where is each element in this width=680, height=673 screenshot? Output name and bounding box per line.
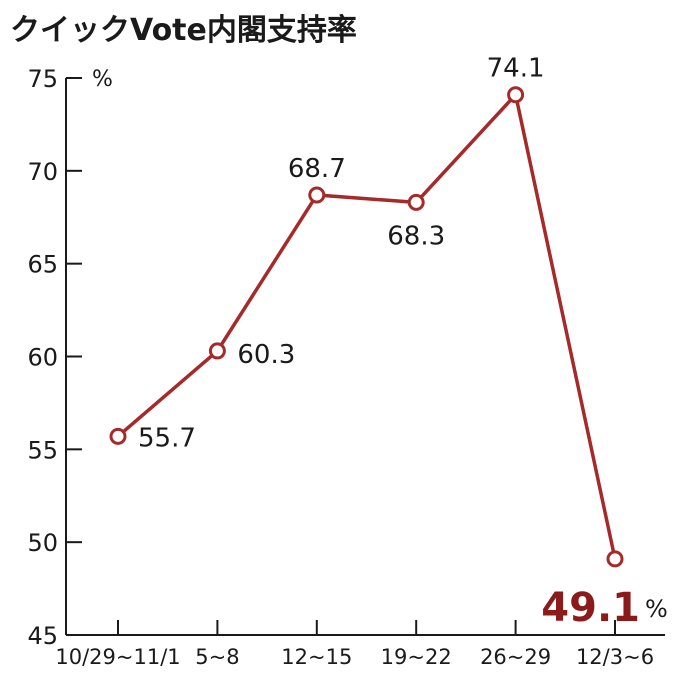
y-tick-label: 60 bbox=[27, 344, 58, 372]
y-tick-label: 65 bbox=[27, 251, 58, 279]
x-tick-label: 19~22 bbox=[381, 645, 452, 669]
y-unit-label: % bbox=[92, 67, 113, 92]
data-point bbox=[308, 186, 326, 204]
data-labels: 55.7 60.3 68.7 68.3 74.1 49.1% bbox=[138, 54, 668, 631]
y-tick-label: 45 bbox=[27, 622, 58, 650]
data-point bbox=[208, 342, 226, 360]
data-points bbox=[109, 86, 624, 568]
y-tick-label: 50 bbox=[27, 529, 58, 557]
x-tick-label: 26~29 bbox=[480, 645, 551, 669]
y-tick-label: 75 bbox=[27, 65, 58, 93]
y-ticks: 45 50 55 60 65 70 75 bbox=[27, 65, 82, 650]
data-label-highlight-unit: % bbox=[645, 595, 668, 623]
series-line bbox=[116, 91, 617, 560]
data-point bbox=[407, 193, 425, 211]
y-tick-label: 55 bbox=[27, 436, 58, 464]
data-label: 60.3 bbox=[237, 340, 295, 370]
data-point bbox=[507, 86, 525, 104]
data-point bbox=[606, 550, 624, 568]
data-point bbox=[109, 427, 127, 445]
x-ticks: 10/29~11/1 5~8 12~15 19~22 26~29 12/3~6 bbox=[55, 620, 654, 669]
x-tick-label: 12~15 bbox=[281, 645, 352, 669]
y-tick-label: 70 bbox=[27, 158, 58, 186]
data-label: 55.7 bbox=[138, 423, 196, 453]
data-label: 74.1 bbox=[487, 54, 545, 84]
chart-title: クイックVote内閣支持率 bbox=[10, 13, 357, 48]
x-tick-label: 12/3~6 bbox=[576, 645, 654, 669]
x-tick-label: 5~8 bbox=[195, 645, 239, 669]
x-tick-label: 10/29~11/1 bbox=[55, 645, 180, 669]
data-label: 68.3 bbox=[387, 221, 445, 251]
data-label-highlight: 49.1 bbox=[541, 585, 640, 631]
data-label: 68.7 bbox=[288, 154, 346, 184]
